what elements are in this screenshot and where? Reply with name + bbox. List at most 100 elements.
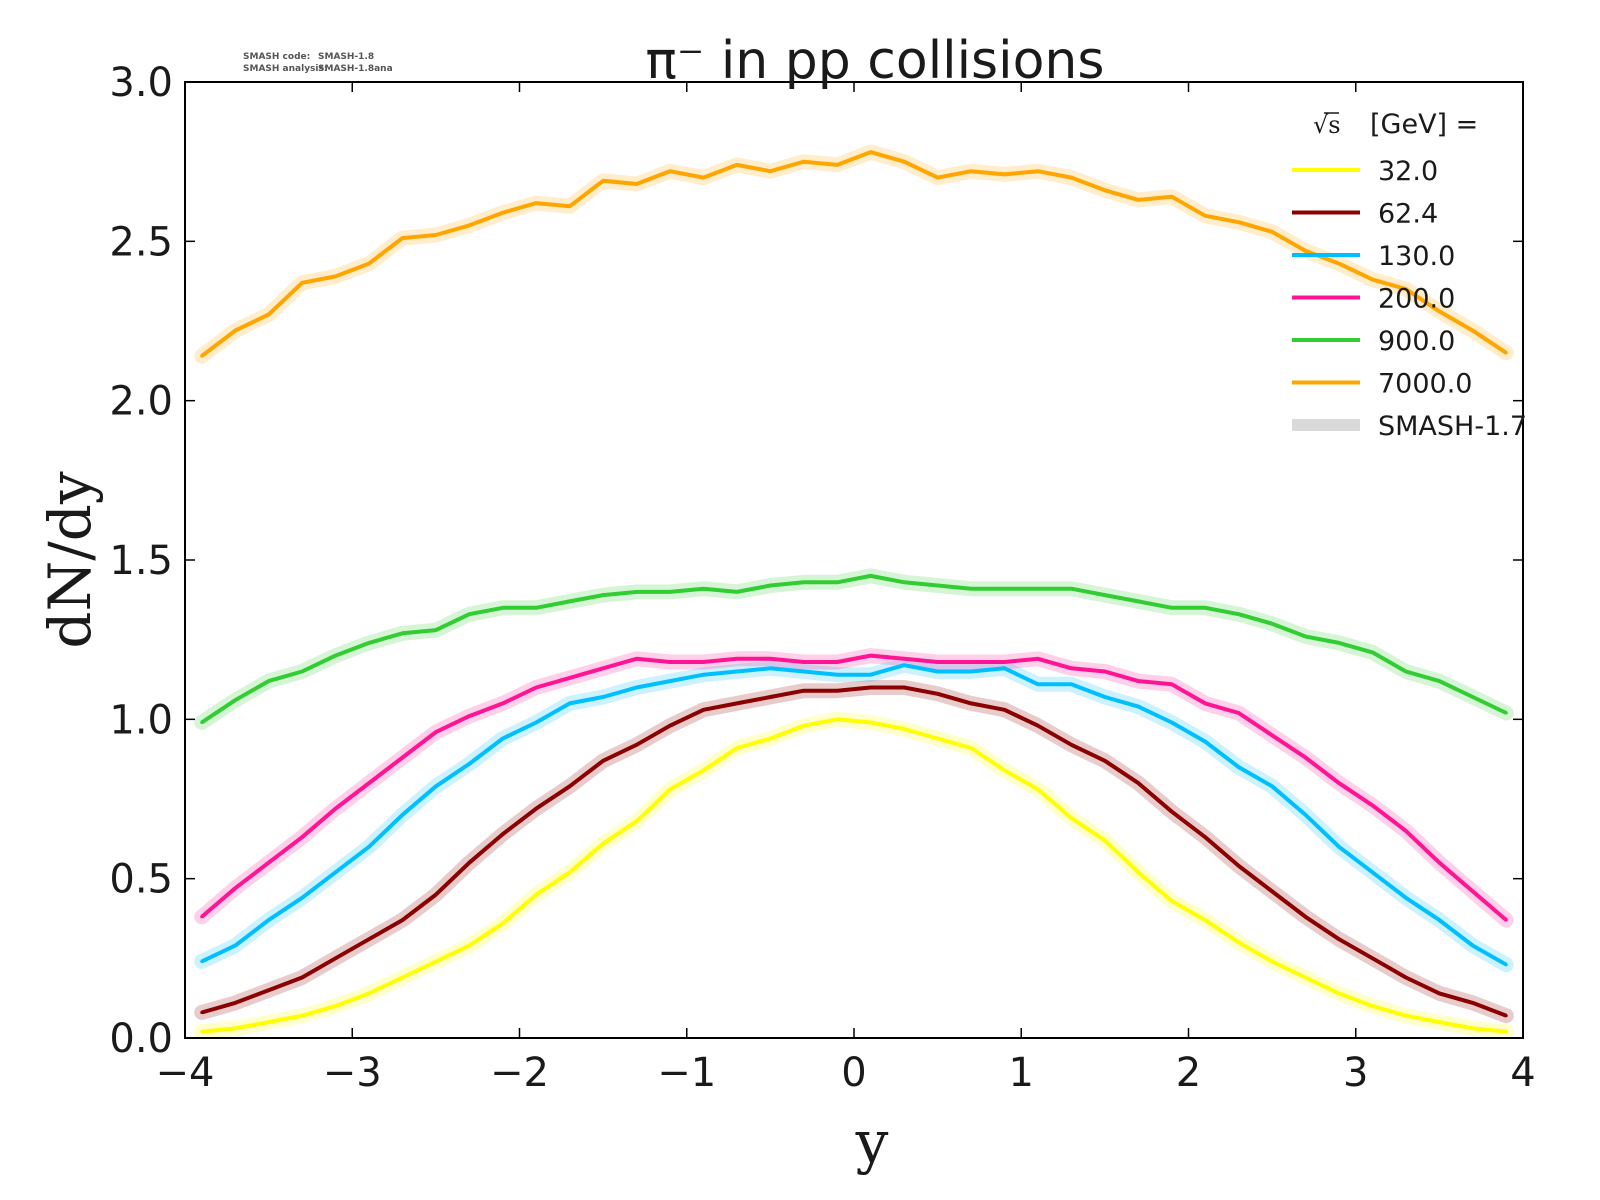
series-line-62.4 [201,685,1508,1018]
data-point [835,673,839,677]
series-7000.0 [200,150,1508,358]
smash-version-annotation: SMASH code: SMASH-1.8 SMASH analysis: SM… [243,52,393,74]
data-point [1270,889,1274,893]
legend: √s [GeV] = 32.0 62.4 130.0 200.0 900.0 7000.0… [1292,109,1527,442]
data-point [467,714,471,718]
data-point [467,762,471,766]
data-point [936,670,940,673]
data-point [1237,765,1241,769]
data-point [434,233,438,237]
data-point [1203,214,1207,218]
data-point [802,660,806,664]
series-200.0 [200,653,1508,922]
y-axis-label: dN/dy [36,471,104,649]
data-point [1270,230,1274,234]
data-point [1170,682,1174,686]
data-point [1003,172,1006,176]
data-point [1203,835,1207,839]
legend-entry-200.0: 200.0 [1292,284,1455,315]
data-point [1437,991,1441,995]
data-point [702,673,705,677]
data-point [568,701,572,705]
data-point [568,676,572,680]
data-point [902,686,906,689]
data-point [1069,587,1073,591]
data-point [1003,768,1006,772]
data-point [1170,195,1174,199]
data-point [1036,682,1040,686]
data-point [1203,918,1207,922]
data-point [1170,899,1174,903]
data-point [768,169,772,173]
data-point [1471,1026,1475,1030]
data-point [467,612,471,616]
data-point [534,686,538,689]
data-point [1304,915,1308,919]
series-130.0 [200,663,1508,967]
data-point [267,861,271,865]
data-point [334,956,337,960]
data-point [635,590,639,594]
legend-label: 130.0 [1378,241,1455,272]
data-point [702,660,705,664]
data-point [1036,169,1040,173]
data-point [1404,829,1408,833]
data-point [735,670,739,673]
data-point [1371,956,1374,960]
data-point [635,686,639,689]
legend-label: 32.0 [1378,156,1438,187]
data-point [534,201,538,205]
data-point [568,204,572,208]
data-point [936,692,940,696]
data-point [400,976,404,979]
data-point [300,835,304,839]
data-point [501,832,505,836]
series-line-900.0 [200,573,1508,725]
data-point [869,654,873,658]
data-point [1203,740,1207,744]
data-point [835,580,839,584]
data-point [936,584,940,587]
legend-entry-32.0: 32.0 [1292,156,1438,187]
data-point [802,160,806,164]
data-point [969,587,973,591]
data-point [869,673,873,677]
data-point [835,660,839,664]
legend-label: 200.0 [1378,284,1455,315]
data-point [1136,870,1140,874]
data-point [969,169,973,173]
data-point [334,654,337,658]
legend-entry-900.0: 900.0 [1292,326,1455,357]
data-point [334,870,337,874]
data-point [300,1014,304,1018]
data-point [668,590,672,594]
data-point [233,329,237,333]
data-point [835,163,839,167]
series-line-32.0 [201,717,1507,1034]
data-point [768,657,772,661]
data-point [534,606,538,610]
data-point [1504,711,1508,715]
data-point [869,574,873,578]
data-point [735,701,739,705]
y-tick-label: 2.0 [109,379,173,425]
data-point [1404,287,1408,291]
data-point [200,960,204,963]
x-tick-label: −2 [490,1050,549,1096]
series-line-200.0 [200,653,1508,922]
data-point [702,587,705,591]
data-point [300,976,304,979]
data-point [902,160,906,164]
data-point [768,666,772,670]
data-point [1136,705,1140,709]
data-point [1471,695,1475,699]
data-point [200,721,204,724]
data-point [233,1026,237,1030]
data-point [936,737,940,740]
data-point [467,944,471,948]
data-point [936,176,940,180]
data-point [434,730,438,734]
data-point [1371,870,1374,874]
data-point [1103,695,1107,699]
data-point [668,169,672,173]
